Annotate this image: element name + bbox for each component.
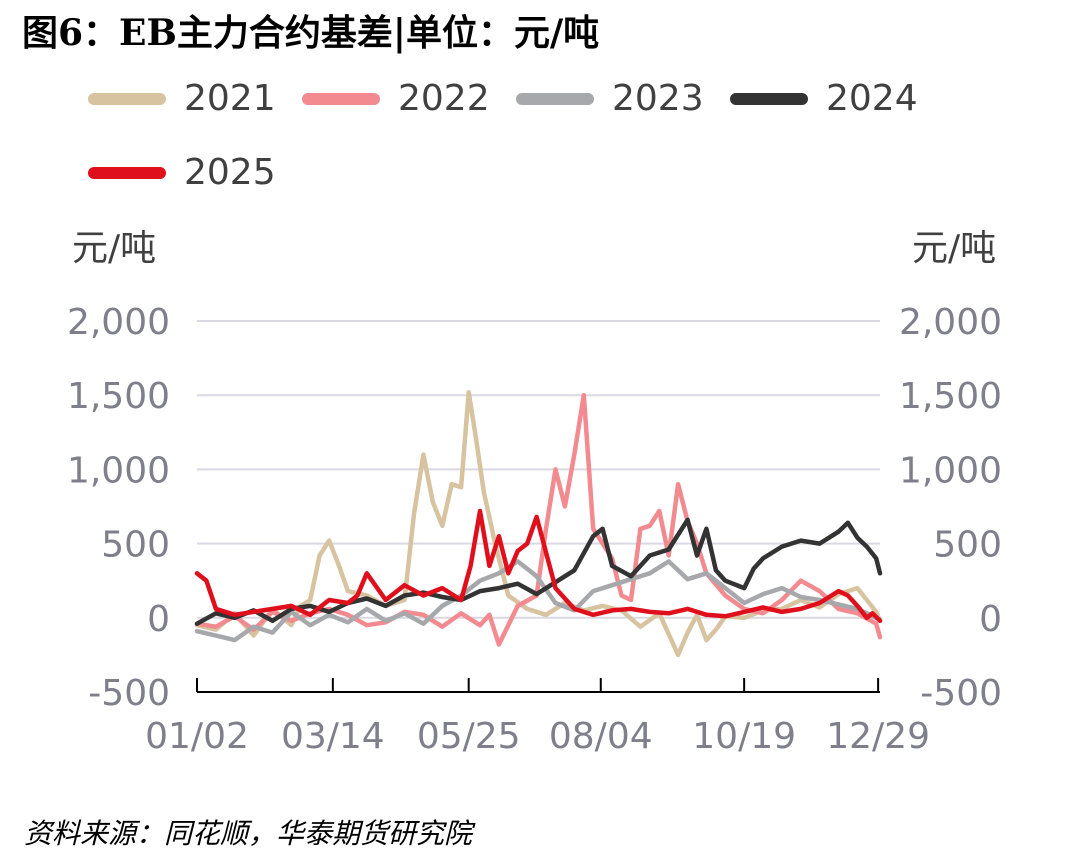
legend-item-2021: 2021 [88, 78, 276, 119]
legend-swatch-2025 [88, 166, 166, 179]
y-tick-label-right-2: 500 [933, 525, 1002, 566]
y-tick-label-right-3: 1,000 [899, 450, 1002, 491]
legend-swatch-2024 [730, 92, 808, 105]
y-tick-label-left-4: 1,500 [67, 376, 170, 417]
y-tick-label-left-2: 500 [101, 525, 170, 566]
legend-swatch-2023 [516, 92, 594, 105]
x-tick-label-2: 05/25 [417, 716, 521, 757]
x-tick-label-3: 08/04 [549, 716, 653, 757]
legend-swatch-2022 [302, 92, 380, 105]
legend-label-2022: 2022 [398, 78, 490, 119]
chart-title: 图6：EB主力合约基差|单位：元/吨 [22, 12, 600, 54]
legend-label-2024: 2024 [826, 78, 918, 119]
y-tick-label-right-1: 0 [979, 599, 1002, 640]
legend-label-2021: 2021 [184, 78, 276, 119]
y-axis-unit-left: 元/吨 [72, 228, 156, 269]
y-tick-label-left-0: -500 [88, 673, 170, 714]
legend-label-2025: 2025 [184, 152, 276, 193]
x-tick-label-1: 03/14 [281, 716, 385, 757]
y-tick-label-right-0: -500 [920, 673, 1002, 714]
y-tick-label-right-4: 1,500 [899, 376, 1002, 417]
legend-swatch-2021 [88, 92, 166, 105]
series-line-2025 [194, 508, 883, 624]
source-note: 资料来源：同花顺，华泰期货研究院 [24, 817, 473, 850]
x-tick-label-4: 10/19 [692, 716, 796, 757]
legend-label-2023: 2023 [612, 78, 704, 119]
x-tick-label-5: 12/29 [826, 716, 930, 757]
legend-item-2025: 2025 [88, 152, 276, 193]
legend-item-2023: 2023 [516, 78, 704, 119]
y-tick-label-left-5: 2,000 [67, 302, 170, 343]
y-tick-label-left-1: 0 [147, 599, 170, 640]
legend-item-2022: 2022 [302, 78, 490, 119]
series-line-2024 [194, 517, 883, 626]
legend-item-2024: 2024 [730, 78, 918, 119]
y-tick-label-right-5: 2,000 [899, 302, 1002, 343]
y-tick-label-left-3: 1,000 [67, 450, 170, 491]
x-tick-label-0: 01/02 [145, 716, 249, 757]
y-axis-unit-right: 元/吨 [912, 228, 996, 269]
